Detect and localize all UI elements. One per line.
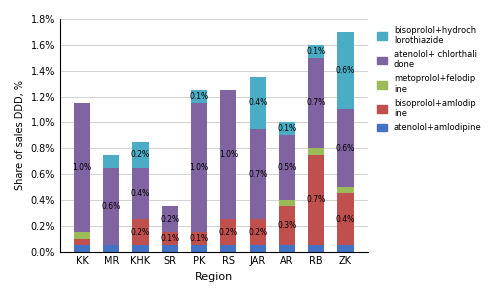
Bar bbox=[132, 219, 148, 245]
Bar bbox=[250, 77, 266, 129]
Bar bbox=[308, 155, 324, 245]
Bar bbox=[338, 193, 353, 245]
Text: 0.6%: 0.6% bbox=[336, 144, 355, 153]
Text: 0.1%: 0.1% bbox=[190, 234, 208, 243]
Bar bbox=[338, 245, 353, 252]
Bar bbox=[279, 135, 295, 200]
Bar bbox=[279, 200, 295, 206]
Bar bbox=[162, 232, 178, 245]
Bar bbox=[338, 32, 353, 110]
Bar bbox=[162, 245, 178, 252]
Bar bbox=[74, 232, 90, 239]
Bar bbox=[250, 245, 266, 252]
Bar bbox=[103, 168, 120, 245]
Text: 0.4%: 0.4% bbox=[248, 99, 268, 108]
Bar bbox=[279, 245, 295, 252]
Text: 0.2%: 0.2% bbox=[219, 228, 238, 237]
Bar bbox=[191, 90, 207, 103]
Bar bbox=[279, 206, 295, 245]
Bar bbox=[191, 103, 207, 232]
Bar bbox=[132, 142, 148, 168]
Bar bbox=[132, 168, 148, 219]
Bar bbox=[250, 219, 266, 245]
Text: 0.2%: 0.2% bbox=[131, 150, 150, 159]
Bar bbox=[191, 245, 207, 252]
Text: 0.2%: 0.2% bbox=[160, 215, 180, 224]
Text: 0.1%: 0.1% bbox=[190, 92, 208, 101]
Bar bbox=[74, 103, 90, 232]
Text: 0.7%: 0.7% bbox=[306, 99, 326, 108]
Bar bbox=[308, 45, 324, 58]
Bar bbox=[74, 245, 90, 252]
Bar bbox=[338, 187, 353, 193]
Bar bbox=[103, 155, 120, 168]
Text: 0.1%: 0.1% bbox=[160, 234, 180, 243]
Bar bbox=[74, 239, 90, 245]
Bar bbox=[191, 232, 207, 245]
Text: 0.7%: 0.7% bbox=[248, 170, 268, 178]
Text: 0.6%: 0.6% bbox=[336, 66, 355, 75]
Bar bbox=[308, 148, 324, 155]
Legend: bisoprolol+hydroch
lorothiazide, atenolol+ chlorthali
done, metoprolol+felodip
i: bisoprolol+hydroch lorothiazide, atenolo… bbox=[375, 23, 484, 135]
Text: 0.4%: 0.4% bbox=[336, 215, 355, 224]
Text: 1.0%: 1.0% bbox=[190, 163, 208, 172]
Text: 0.5%: 0.5% bbox=[278, 163, 296, 172]
Text: 0.2%: 0.2% bbox=[131, 228, 150, 237]
Text: 0.2%: 0.2% bbox=[248, 228, 267, 237]
Text: 0.7%: 0.7% bbox=[306, 195, 326, 204]
Text: 0.4%: 0.4% bbox=[131, 189, 150, 198]
Text: 0.6%: 0.6% bbox=[102, 202, 121, 211]
Bar bbox=[220, 245, 236, 252]
Bar bbox=[103, 245, 120, 252]
Y-axis label: Share of sales DDD, %: Share of sales DDD, % bbox=[15, 80, 25, 190]
Text: 1.0%: 1.0% bbox=[219, 150, 238, 159]
Text: 1.0%: 1.0% bbox=[72, 163, 92, 172]
Bar bbox=[308, 58, 324, 148]
Bar bbox=[132, 245, 148, 252]
Bar bbox=[162, 206, 178, 232]
Bar bbox=[250, 129, 266, 219]
Bar bbox=[279, 122, 295, 135]
X-axis label: Region: Region bbox=[194, 272, 233, 282]
Bar bbox=[220, 90, 236, 219]
Text: 0.1%: 0.1% bbox=[278, 124, 296, 133]
Text: 0.3%: 0.3% bbox=[278, 221, 296, 230]
Text: 0.1%: 0.1% bbox=[306, 47, 326, 56]
Bar bbox=[220, 219, 236, 245]
Bar bbox=[338, 110, 353, 187]
Bar bbox=[308, 245, 324, 252]
